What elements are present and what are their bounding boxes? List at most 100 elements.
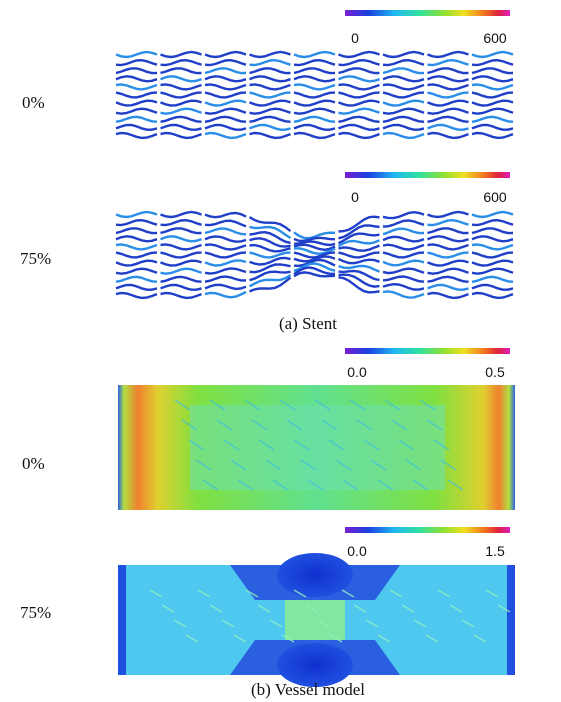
stent-strut — [428, 68, 469, 73]
stent-strut — [472, 109, 513, 114]
vessel-core — [285, 600, 345, 640]
stent-strut — [339, 275, 380, 287]
stent-strut — [250, 84, 291, 89]
stent-strut — [250, 93, 291, 98]
stent-strut — [161, 236, 202, 241]
stent-strut — [339, 259, 380, 263]
stent-strut — [472, 125, 513, 130]
stent-strut — [472, 60, 513, 65]
stent-strut — [339, 101, 380, 106]
vessel-core — [190, 405, 445, 490]
stent-strut — [383, 253, 424, 258]
colorbar — [345, 527, 510, 533]
stent-strut — [339, 117, 380, 122]
stent-strut — [428, 261, 469, 266]
stent-strut — [116, 236, 157, 241]
stent-strut — [161, 109, 202, 114]
stent-strut — [383, 52, 424, 57]
stent-strut — [205, 213, 246, 217]
stent-strut — [383, 93, 424, 98]
stent-strut — [428, 76, 469, 81]
vessel-blob — [277, 553, 353, 597]
stent-strut — [428, 269, 469, 274]
stent-strut — [205, 101, 246, 106]
stent-strut — [294, 52, 335, 57]
stent-strut — [205, 84, 246, 89]
stent-strut — [472, 84, 513, 89]
stent-strut — [383, 229, 424, 235]
stent-strut — [205, 229, 246, 235]
stent-strut — [472, 220, 513, 225]
vessel-edge — [118, 565, 126, 675]
stent-strut — [116, 261, 157, 266]
stent-strut — [161, 93, 202, 98]
stent-strut — [472, 269, 513, 274]
stent-strut — [428, 125, 469, 130]
stent-strut — [428, 212, 469, 217]
stent-strut — [116, 93, 157, 98]
stent-strut — [383, 133, 424, 138]
stent-strut — [294, 84, 335, 89]
stent-strut — [205, 261, 246, 266]
stent-strut — [116, 133, 157, 138]
stent-strut — [116, 84, 157, 89]
stent-strut — [383, 84, 424, 89]
stent-strut — [428, 133, 469, 138]
stent-strut — [294, 238, 335, 241]
stent-strut — [383, 76, 424, 81]
stent-strut — [116, 125, 157, 130]
stent-strut — [472, 228, 513, 233]
colorbar-max: 600 — [483, 189, 507, 205]
stent-strut — [161, 84, 202, 89]
stent-strut — [250, 60, 291, 65]
stent-strut — [339, 84, 380, 89]
stent-strut — [294, 60, 335, 65]
colorbar — [345, 10, 510, 16]
stent-strut — [161, 125, 202, 130]
stent-strut — [472, 68, 513, 73]
stent-strut — [250, 68, 291, 73]
stent-strut — [205, 133, 246, 138]
stent-strut — [250, 133, 291, 138]
images — [116, 10, 515, 687]
stent-strut — [472, 93, 513, 98]
stent-strut — [428, 220, 469, 225]
stent-strut — [383, 291, 424, 297]
caption: (a) Stent — [279, 314, 337, 333]
stent-strut — [383, 245, 424, 250]
stent-strut — [161, 269, 202, 274]
stent-strut — [250, 125, 291, 130]
stent-strut — [116, 117, 157, 122]
stent-strut — [294, 101, 335, 106]
stent-strut — [339, 246, 380, 251]
stent-strut — [383, 261, 424, 266]
stent-strut — [116, 253, 157, 258]
stent-strut — [250, 109, 291, 114]
stent-strut — [116, 212, 157, 217]
colorbar-max: 0.5 — [485, 364, 505, 380]
colorbar-min: 0.0 — [347, 364, 367, 380]
colorbar-min: 0.0 — [347, 543, 367, 559]
stent-strut — [472, 101, 513, 106]
stent-strut — [428, 93, 469, 98]
stent-strut — [116, 244, 157, 249]
colorbar-min: 0 — [351, 189, 359, 205]
stent-strut — [472, 277, 513, 282]
stent-strut — [116, 52, 157, 57]
stent-strut — [205, 76, 246, 81]
stent-strut — [205, 109, 246, 114]
stent-strut — [383, 269, 424, 274]
stent-strut — [205, 68, 246, 73]
stent-strut — [472, 285, 513, 290]
stent-strut — [339, 52, 380, 57]
stent-strut — [339, 68, 380, 73]
stent-strut — [472, 212, 513, 217]
stent-strut — [161, 293, 202, 298]
colorbar-min: 0 — [351, 30, 359, 46]
stent-strut — [205, 117, 246, 122]
stent-strut — [116, 269, 157, 274]
stent-strut — [161, 277, 202, 282]
stent-strut — [428, 52, 469, 57]
stent-strut — [339, 253, 380, 258]
row-label: 75% — [20, 603, 51, 622]
